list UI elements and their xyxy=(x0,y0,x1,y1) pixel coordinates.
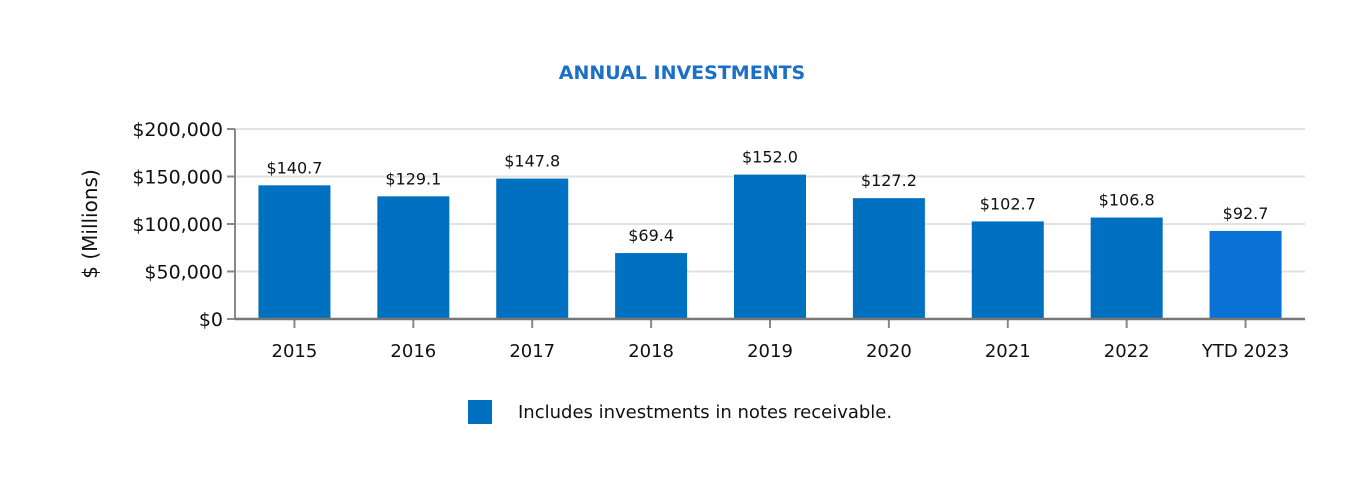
legend-label: Includes investments in notes receivable… xyxy=(518,401,893,423)
y-tick-label: $150,000 xyxy=(132,167,223,189)
data-label: $92.7 xyxy=(1223,204,1269,223)
data-label: $147.8 xyxy=(504,152,560,171)
bar-2015 xyxy=(258,185,331,319)
y-axis-label: $ (Millions) xyxy=(78,169,102,279)
x-tick-label: 2022 xyxy=(1104,341,1150,362)
bar-2020 xyxy=(852,198,925,319)
x-tick-label: YTD 2023 xyxy=(1201,341,1289,362)
data-label: $102.7 xyxy=(980,194,1036,213)
bar-2016 xyxy=(377,196,450,319)
data-label: $140.7 xyxy=(266,158,322,177)
x-tick-label: 2015 xyxy=(272,341,318,362)
y-tick-label: $100,000 xyxy=(132,214,223,236)
x-tick-label: 2020 xyxy=(866,341,912,362)
bar-2018 xyxy=(615,253,688,319)
data-label: $106.8 xyxy=(1099,191,1155,210)
data-label: $127.2 xyxy=(861,171,917,190)
bar-2019 xyxy=(734,174,806,319)
x-tick-label: 2021 xyxy=(985,341,1031,362)
y-tick-label: $200,000 xyxy=(132,119,223,141)
data-label: $129.1 xyxy=(385,169,441,188)
legend: Includes investments in notes receivable… xyxy=(468,400,892,424)
bar-ytd-2023 xyxy=(1209,230,1282,319)
chart-title: ANNUAL INVESTMENTS xyxy=(558,62,806,84)
data-label: $152.0 xyxy=(742,148,798,167)
y-tick-label: $50,000 xyxy=(144,262,223,284)
x-tick-label: 2016 xyxy=(390,341,436,362)
y-tick-label: $0 xyxy=(199,309,223,331)
x-tick-label: 2018 xyxy=(628,341,674,362)
x-tick-label: 2017 xyxy=(509,341,555,362)
bar-2017 xyxy=(496,178,569,319)
bar-2021 xyxy=(971,221,1044,319)
legend-swatch xyxy=(468,400,492,424)
x-tick-label: 2019 xyxy=(747,341,793,362)
bar-2022 xyxy=(1090,217,1163,319)
data-label: $69.4 xyxy=(628,226,674,245)
